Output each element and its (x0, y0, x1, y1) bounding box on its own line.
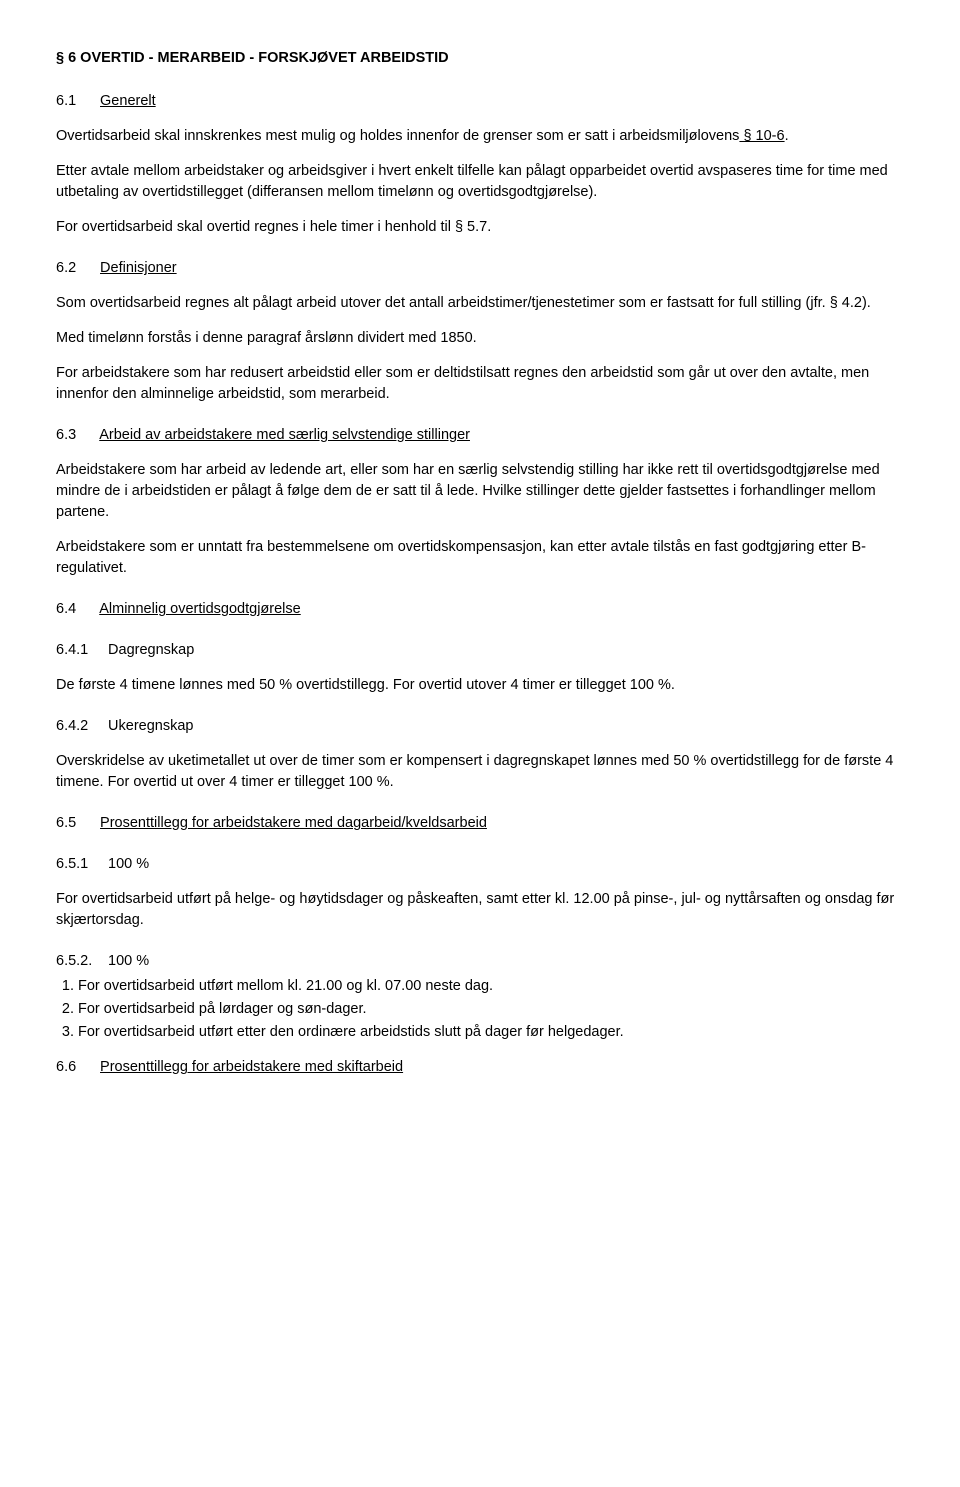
list-item: For overtidsarbeid på lørdager og søn-da… (78, 999, 904, 1020)
heading-num: 6.4.1 (56, 640, 104, 661)
heading-num: 6.5 (56, 813, 96, 834)
paragraph: For arbeidstakere som har redusert arbei… (56, 363, 904, 405)
list-item: For overtidsarbeid utført etter den ordi… (78, 1022, 904, 1043)
heading-num: 6.1 (56, 91, 96, 112)
section-title: § 6 OVERTID - MERARBEID - FORSKJØVET ARB… (56, 48, 904, 69)
law-link[interactable]: § 10-6 (739, 128, 784, 144)
paragraph: Med timelønn forstås i denne paragraf år… (56, 328, 904, 349)
list-item: For overtidsarbeid utført mellom kl. 21.… (78, 976, 904, 997)
paragraph: Overskridelse av uketimetallet ut over d… (56, 751, 904, 793)
heading-6-2: 6.2 Definisjoner (56, 258, 904, 279)
heading-label: Arbeid av arbeidstakere med særlig selvs… (99, 427, 470, 443)
paragraph: Arbeidstakere som har arbeid av ledende … (56, 460, 904, 523)
heading-num: 6.4.2 (56, 716, 104, 737)
heading-num: 6.4 (56, 599, 96, 620)
heading-label: 100 % (108, 953, 149, 969)
paragraph: Arbeidstakere som er unntatt fra bestemm… (56, 537, 904, 579)
heading-label: 100 % (108, 856, 149, 872)
paragraph: De første 4 timene lønnes med 50 % overt… (56, 675, 904, 696)
heading-label: Dagregnskap (108, 642, 194, 658)
heading-num: 6.5.2. (56, 951, 104, 972)
heading-6-4-2: 6.4.2 Ukeregnskap (56, 716, 904, 737)
numbered-list: For overtidsarbeid utført mellom kl. 21.… (56, 976, 904, 1043)
heading-label: Generelt (100, 93, 156, 109)
heading-label: Prosenttillegg for arbeidstakere med ski… (100, 1059, 403, 1075)
para-text: Overtidsarbeid skal innskrenkes mest mul… (56, 128, 739, 144)
heading-6-1: 6.1 Generelt (56, 91, 904, 112)
heading-label: Prosenttillegg for arbeidstakere med dag… (100, 815, 487, 831)
heading-num: 6.3 (56, 425, 96, 446)
paragraph: For overtidsarbeid skal overtid regnes i… (56, 217, 904, 238)
heading-6-6: 6.6 Prosenttillegg for arbeidstakere med… (56, 1057, 904, 1078)
para-text: . (785, 128, 789, 144)
paragraph: Etter avtale mellom arbeidstaker og arbe… (56, 161, 904, 203)
heading-label: Alminnelig overtidsgodtgjørelse (99, 601, 301, 617)
heading-6-5: 6.5 Prosenttillegg for arbeidstakere med… (56, 813, 904, 834)
heading-label: Definisjoner (100, 260, 177, 276)
heading-6-4: 6.4 Alminnelig overtidsgodtgjørelse (56, 599, 904, 620)
paragraph: For overtidsarbeid utført på helge- og h… (56, 889, 904, 931)
heading-num: 6.6 (56, 1057, 96, 1078)
heading-6-3: 6.3 Arbeid av arbeidstakere med særlig s… (56, 425, 904, 446)
heading-6-5-1: 6.5.1 100 % (56, 854, 904, 875)
heading-label: Ukeregnskap (108, 718, 193, 734)
paragraph: Overtidsarbeid skal innskrenkes mest mul… (56, 126, 904, 147)
heading-6-5-2: 6.5.2. 100 % (56, 951, 904, 972)
heading-num: 6.5.1 (56, 854, 104, 875)
heading-num: 6.2 (56, 258, 96, 279)
paragraph: Som overtidsarbeid regnes alt pålagt arb… (56, 293, 904, 314)
heading-6-4-1: 6.4.1 Dagregnskap (56, 640, 904, 661)
